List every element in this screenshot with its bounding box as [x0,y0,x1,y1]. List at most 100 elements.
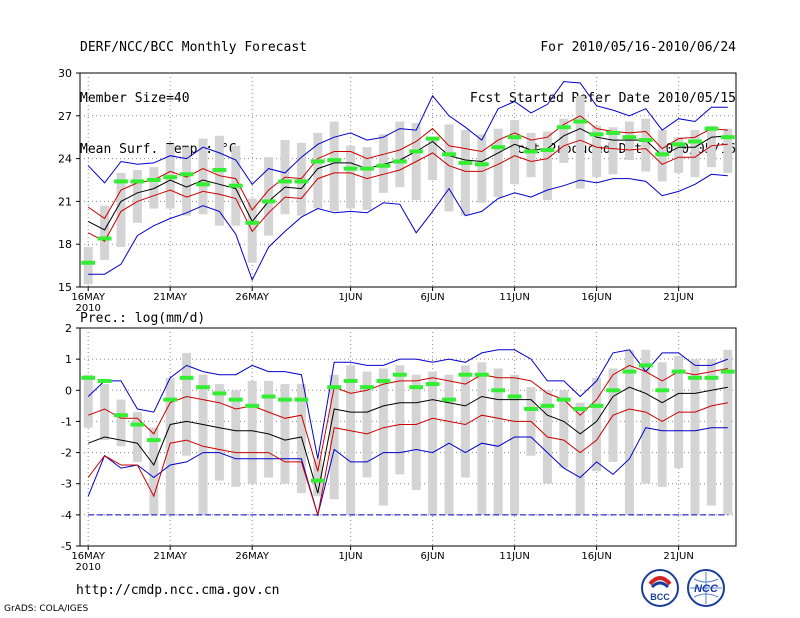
prec-median-day-35 [638,363,653,368]
prec-x-tick-label: 6JUN [421,551,445,562]
temp-box-day-33 [608,127,618,175]
temp-median-day-24 [458,160,473,165]
temp-box-day-38 [690,130,700,178]
prec-x-tick-label: 26MAY [235,551,269,562]
temp-x-tick-label: 1JUN [339,292,363,303]
prec-min-line [87,427,728,517]
temp-median-day-25 [474,162,489,167]
temp-box-day-40 [723,128,733,173]
temp-median-day-2 [97,236,112,241]
temp-box-day-14 [296,142,306,216]
prec-plot-frame [79,327,737,547]
temp-median-day-40 [720,135,735,140]
member-size: Member Size=40 [80,91,190,106]
prec-x-tick-label: 21JUN [663,551,693,562]
forecast-period: For 2010/05/16-2010/06/24 [540,40,736,55]
prec-median-day-38 [688,375,702,380]
prec-box-day-27 [510,374,520,515]
temp-median-day-12 [261,199,276,204]
temp-median-day-14 [294,179,309,184]
prec-box-day-23 [444,374,454,515]
temp-box-day-2 [100,205,110,260]
grads-credit: GrADS: COLA/IGES [4,604,89,614]
prec-box-day-10 [231,390,241,487]
temp-median-day-6 [163,175,178,180]
prec-box-day-36 [657,362,667,487]
prec-median-day-15 [310,478,325,483]
ncc-logo-text: NCC [694,583,719,595]
temp-median-day-37 [671,142,686,147]
temp-median-day-15 [310,159,325,164]
temp-y-tick-label: 18 [58,238,72,251]
prec-x-tick-label: 11JUN [499,551,529,562]
temp-median-day-9 [212,168,227,173]
temp-median-day-19 [376,163,391,168]
source-url[interactable]: http://cmdp.ncc.cma.gov.cn [76,583,280,598]
prec-box-day-18 [362,371,372,478]
prec-median-day-8 [196,385,210,390]
temp-box-day-17 [346,145,356,209]
temp-median-day-38 [688,139,702,144]
temp-median-day-7 [179,172,194,177]
prec-median-day-2 [97,378,112,383]
prec-y-tick-label: 2 [65,322,72,335]
prec-box-day-26 [493,368,503,515]
prec-box-day-3 [116,399,126,447]
temp-box-day-19 [378,134,388,193]
prec-median-day-32 [589,403,604,408]
prec-median-day-36 [655,388,670,393]
temp-median-day-3 [114,179,128,184]
bcc-logo-text: BCC [650,592,670,602]
prec-box-day-24 [460,365,470,478]
temp-y-tick-label: 21 [58,195,72,208]
temp-min-line [88,173,728,282]
prec-median-day-1 [81,375,96,380]
prec-median-day-39 [704,375,719,380]
prec-median-day-29 [540,403,555,408]
temp-box-day-35 [641,118,651,172]
temp-y-tick-label: 30 [58,67,72,80]
ncc-logo-icon: NCC [687,569,725,607]
temp-box-day-4 [132,170,142,223]
temp-box-day-37 [674,137,684,173]
prec-box-day-30 [559,390,569,469]
temp-median-day-22 [425,136,440,141]
temp-median-day-5 [146,178,161,182]
prec-median-day-34 [622,369,637,374]
prec-median-day-22 [425,382,440,387]
prec-upper-spread-line [88,364,728,472]
prec-x-tick-label: 21MAY [153,551,187,562]
prec-median-day-12 [261,394,276,399]
prec-box-day-38 [690,359,700,515]
temp-median-day-18 [360,166,374,171]
temp-box-day-7 [182,147,192,216]
temp-box-day-34 [624,121,634,161]
temp-x-tick-label: 6JUN [421,292,445,303]
temp-box-day-31 [575,95,585,189]
temp-plot-frame [79,72,737,288]
prec-median-day-5 [146,438,161,443]
prec-box-day-35 [641,349,651,484]
prec-box-day-34 [624,349,634,515]
prec-median-day-6 [163,397,178,402]
temp-year-label: 2010 [75,303,100,314]
temp-median-day-34 [622,135,637,140]
prec-y-tick-label: -2 [61,447,72,460]
temp-lower-spread-line [87,139,728,242]
temp-median-day-10 [228,183,243,188]
temp-median-day-20 [392,159,407,164]
temp-x-tick-label: 11JUN [499,292,529,303]
prec-median-day-25 [474,372,489,377]
prec-y-tick-label: -3 [61,478,72,491]
prec-box-day-11 [247,380,257,484]
prec-y-tick-label: -1 [61,415,72,428]
prec-max-line [87,349,728,459]
prec-median-day-23 [442,397,456,402]
temp-max-line [87,81,728,186]
temp-box-day-27 [510,120,520,185]
prec-box-day-21 [411,374,421,490]
prec-box-day-16 [329,374,339,500]
prec-median-day-18 [360,385,374,390]
temp-box-day-20 [395,121,405,188]
prec-box-day-40 [723,349,733,515]
